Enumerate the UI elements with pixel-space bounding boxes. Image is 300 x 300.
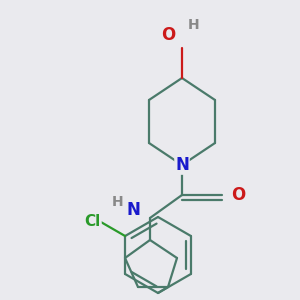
Text: O: O [231,186,245,204]
Text: H: H [188,18,200,32]
Text: H: H [112,195,124,209]
Text: Cl: Cl [85,214,101,230]
Text: N: N [126,201,140,219]
Text: N: N [175,156,189,174]
Text: O: O [161,26,175,44]
